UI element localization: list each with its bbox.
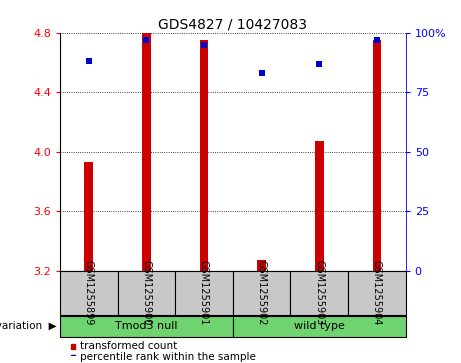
Bar [315,141,324,271]
Text: wild type: wild type [294,321,345,331]
Bar [233,316,406,337]
Bar [71,344,75,349]
Text: GSM1255903: GSM1255903 [314,260,324,326]
Bar [290,271,348,315]
Text: GSM1255900: GSM1255900 [142,260,151,326]
Text: percentile rank within the sample: percentile rank within the sample [79,352,255,362]
Text: transformed count: transformed count [79,341,177,351]
Bar [348,271,406,315]
Bar [118,271,175,315]
Bar [372,40,381,271]
Text: GSM1255901: GSM1255901 [199,260,209,326]
Bar [200,40,208,271]
Title: GDS4827 / 10427083: GDS4827 / 10427083 [158,17,307,32]
Text: GSM1255902: GSM1255902 [257,260,266,326]
Text: Tmod3 null: Tmod3 null [115,321,177,331]
Text: GSM1255899: GSM1255899 [84,260,94,326]
Bar [60,316,233,337]
Bar [71,355,75,360]
Bar [60,271,118,315]
Bar [142,33,151,271]
Bar [257,260,266,271]
Bar [175,271,233,315]
Text: genotype/variation  ▶: genotype/variation ▶ [0,321,57,331]
Text: GSM1255904: GSM1255904 [372,260,382,326]
Bar [84,162,93,271]
Bar [233,271,290,315]
